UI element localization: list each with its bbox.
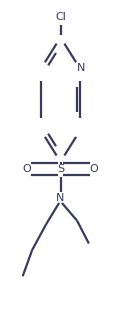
Text: N: N (77, 63, 86, 74)
Text: O: O (22, 164, 31, 174)
Text: N: N (56, 193, 65, 203)
Text: Cl: Cl (55, 12, 66, 22)
Text: O: O (90, 164, 99, 174)
Text: S: S (57, 164, 64, 174)
